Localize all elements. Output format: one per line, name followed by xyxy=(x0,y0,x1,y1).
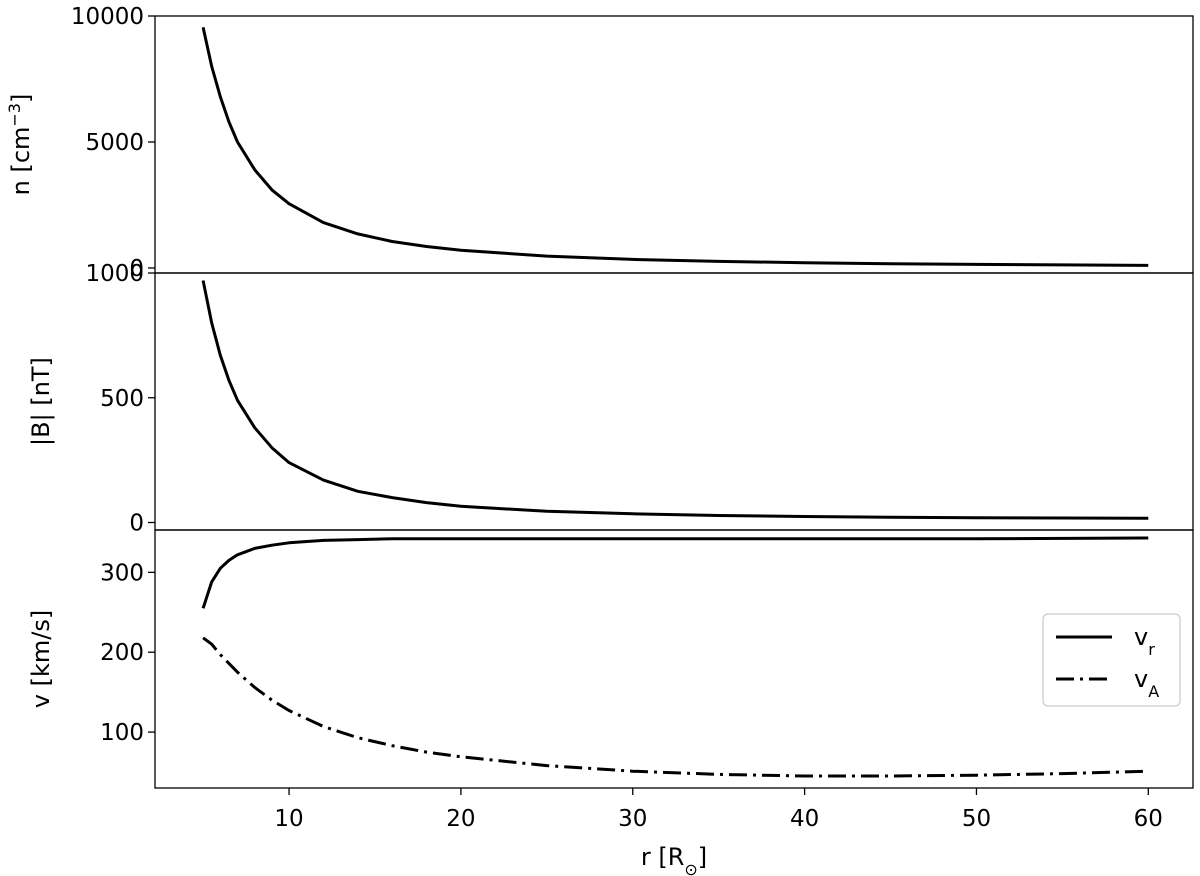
series-line-magnetic-field xyxy=(201,280,1149,520)
y-tick-label: 100 xyxy=(100,720,144,746)
y-axis-label: |B| [nT] xyxy=(27,357,55,446)
y-tick-label: 1000 xyxy=(85,261,144,287)
axes-frame xyxy=(154,272,1194,531)
legend-label-r: vr xyxy=(1134,623,1155,659)
x-tick-label: 20 xyxy=(446,806,475,832)
y-tick-label: 0 xyxy=(129,256,144,282)
y-tick-label: 0 xyxy=(129,511,144,537)
y-tick-label: 300 xyxy=(100,560,144,586)
panel-velocity: 100 200 300 v [km/s] vr vA xyxy=(27,529,1194,789)
axes-frame xyxy=(154,529,1194,789)
shared-x-axis: 10 20 30 40 50 60 r [R⊙] xyxy=(274,788,1163,876)
series-line-a xyxy=(202,636,1149,778)
legend-box xyxy=(1042,613,1181,707)
x-tick-label: 30 xyxy=(618,806,647,832)
y-axis-label: n [cm−3] xyxy=(5,94,36,196)
panels: 0 5000 10000 n [cm−3] 0 500 1000 |B| [nT] 100 200… xyxy=(5,4,1194,789)
series-line-r xyxy=(201,536,1149,609)
axes-frame xyxy=(154,15,1194,274)
panel-magnetic-field: 0 500 1000 |B| [nT] xyxy=(27,261,1194,537)
series-line-density xyxy=(201,26,1149,267)
y-tick-label: 200 xyxy=(100,640,144,666)
legend: vr vA xyxy=(1042,613,1181,707)
x-tick-label: 50 xyxy=(962,806,991,832)
x-tick-label: 40 xyxy=(790,806,819,832)
panel-density: 0 5000 10000 n [cm−3] xyxy=(5,4,1194,282)
x-axis-label: r [R⊙] xyxy=(641,843,707,876)
y-tick-label: 10000 xyxy=(71,4,144,30)
legend-label-a: vA xyxy=(1134,665,1159,701)
y-tick-label: 5000 xyxy=(85,130,144,156)
y-tick-label: 500 xyxy=(100,386,144,412)
y-axis-label: v [km/s] xyxy=(27,610,55,708)
x-tick-label: 10 xyxy=(274,806,303,832)
x-tick-label: 60 xyxy=(1134,806,1163,832)
